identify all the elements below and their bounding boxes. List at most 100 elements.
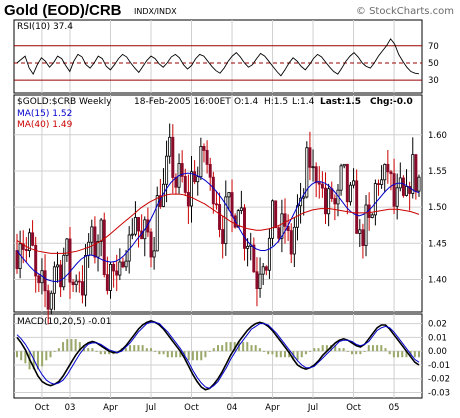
copyright-label[interactable]: © StockCharts.com <box>356 6 454 17</box>
candle-body <box>417 176 421 192</box>
macd-histogram-bar <box>187 351 190 361</box>
axis-layer: Oct 03 Apr Jul Oct 04 Apr Jul Oct 05 70 50 30 1.60 1.5… <box>35 42 450 413</box>
macd-histogram-bar <box>380 345 383 352</box>
candle-body <box>37 275 41 284</box>
candle-body <box>118 261 122 276</box>
macd-histogram-bar <box>103 351 106 355</box>
price-layer <box>15 123 421 325</box>
candle-body <box>389 171 393 175</box>
candle-body <box>190 171 194 207</box>
candle-body <box>196 176 200 183</box>
macd-histogram-bar <box>279 351 282 358</box>
candle-body <box>355 180 359 234</box>
candle-body <box>364 204 368 246</box>
price-tick-label: 1.45 <box>428 239 447 249</box>
macd-histogram-bar <box>355 351 358 355</box>
macd-tick-label: -0.02 <box>428 375 450 385</box>
macd-histogram-bar <box>212 348 215 352</box>
macd-histogram-bar <box>263 351 266 352</box>
candle-body <box>193 171 197 183</box>
candle-body <box>352 180 356 186</box>
macd-histogram-bar <box>221 345 224 352</box>
macd-histogram-bar <box>124 348 127 352</box>
x-tick-label: 04 <box>227 403 238 413</box>
candle-body <box>395 187 399 207</box>
price-last: Last:1.5 <box>320 97 361 107</box>
candle-body <box>314 166 318 184</box>
macd-histogram-bar <box>196 351 199 361</box>
macd-histogram-bar <box>166 351 169 358</box>
exchange-label: INDX/INDX <box>134 7 177 16</box>
candle-body <box>289 230 293 255</box>
macd-histogram-bar <box>338 348 341 352</box>
candle-body <box>302 196 306 199</box>
candle-body <box>68 238 72 283</box>
x-tick-label: 05 <box>389 403 400 413</box>
candle-body <box>99 219 103 242</box>
macd-histogram-bar <box>284 351 286 358</box>
candle-body <box>199 145 203 178</box>
candle-body <box>87 241 91 256</box>
macd-histogram-bar <box>413 351 416 358</box>
rsi-layer <box>14 38 422 81</box>
candle-body <box>333 198 337 205</box>
rsi-label: RSI(10) 37.4 <box>17 22 73 32</box>
macd-histogram-bar <box>317 348 320 352</box>
candle-body <box>208 163 212 178</box>
candle-body <box>280 213 284 239</box>
macd-histogram-bar <box>129 345 132 352</box>
macd-histogram-bar <box>70 339 73 352</box>
macd-layer <box>16 320 420 391</box>
macd-histogram-bar <box>267 351 270 355</box>
macd-histogram-bar <box>321 345 324 352</box>
candle-body <box>137 217 141 232</box>
price-low: L:1.4 <box>292 97 315 107</box>
macd-tick-label: 0.02 <box>428 320 447 330</box>
candle-body <box>227 192 231 198</box>
candle-body <box>261 266 265 275</box>
candle-body <box>93 226 97 258</box>
candle-body <box>380 179 384 185</box>
macd-histogram-bar <box>179 351 182 358</box>
candle-body <box>80 281 84 296</box>
x-tick-label: 03 <box>65 403 76 413</box>
candle-body <box>330 188 334 199</box>
macd-histogram-bar <box>116 351 119 352</box>
candle-body <box>414 154 418 192</box>
macd-histogram-bar <box>233 342 236 352</box>
macd-histogram-bar <box>200 351 203 361</box>
candle-body <box>230 192 234 217</box>
candle-body <box>84 255 88 296</box>
candle-body <box>376 183 380 185</box>
candle-body <box>155 195 159 252</box>
macd-histogram-bar <box>258 348 261 352</box>
candle-body <box>15 250 19 269</box>
candle-body <box>255 271 259 289</box>
candle-body <box>271 200 275 239</box>
macd-histogram-bar <box>254 345 257 352</box>
macd-histogram-bar <box>204 351 207 358</box>
macd-histogram-bar <box>300 351 303 358</box>
candle-body <box>401 177 405 196</box>
macd-histogram-bar <box>363 351 366 352</box>
price-change: Chg:-0.0 <box>370 97 413 107</box>
candle-body <box>112 263 116 272</box>
x-tick-label: Oct <box>184 403 199 413</box>
macd-histogram-bar <box>150 348 152 352</box>
price-date: 18-Feb-2005 16:00ET <box>134 97 231 107</box>
candle-body <box>56 264 60 268</box>
candle-body <box>133 217 137 235</box>
macd-histogram-bar <box>242 342 245 352</box>
macd-histogram-bar <box>367 345 370 352</box>
macd-histogram-bar <box>158 351 161 355</box>
macd-tick-label: 0.00 <box>428 347 447 357</box>
candle-body <box>121 261 125 268</box>
candle-body <box>149 231 153 258</box>
x-tick-label: Oct <box>346 403 361 413</box>
macd-histogram-bar <box>342 348 345 352</box>
macd-histogram-bar <box>108 351 111 355</box>
candle-body <box>305 147 309 198</box>
candle-body <box>65 238 69 256</box>
candle-body <box>34 244 38 277</box>
candle-body <box>102 219 106 276</box>
